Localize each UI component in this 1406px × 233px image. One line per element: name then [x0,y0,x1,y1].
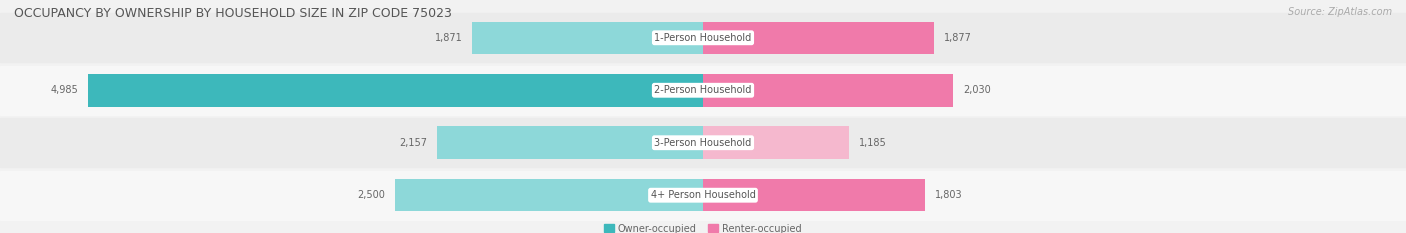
Bar [703,127,849,159]
Text: 2,030: 2,030 [963,85,991,95]
Text: 4+ Person Household: 4+ Person Household [651,190,755,200]
Bar [0,13,1406,62]
Bar [0,118,1406,167]
Text: 1-Person Household: 1-Person Household [654,33,752,43]
Text: Source: ZipAtlas.com: Source: ZipAtlas.com [1288,7,1392,17]
Text: 1,185: 1,185 [859,138,887,148]
Bar [395,179,703,212]
Text: 4,985: 4,985 [51,85,79,95]
Text: 2-Person Household: 2-Person Household [654,85,752,95]
Text: 1,877: 1,877 [945,33,972,43]
Bar [0,66,1406,115]
Text: 2,157: 2,157 [399,138,427,148]
Bar [703,179,925,212]
Text: 1,803: 1,803 [935,190,963,200]
Bar [0,171,1406,220]
Bar [703,21,935,54]
Text: 2,500: 2,500 [357,190,385,200]
Text: 3-Person Household: 3-Person Household [654,138,752,148]
Bar [89,74,703,106]
Text: OCCUPANCY BY OWNERSHIP BY HOUSEHOLD SIZE IN ZIP CODE 75023: OCCUPANCY BY OWNERSHIP BY HOUSEHOLD SIZE… [14,7,451,20]
Bar [437,127,703,159]
Text: 1,871: 1,871 [434,33,463,43]
Bar [703,74,953,106]
Legend: Owner-occupied, Renter-occupied: Owner-occupied, Renter-occupied [600,220,806,233]
Bar [472,21,703,54]
